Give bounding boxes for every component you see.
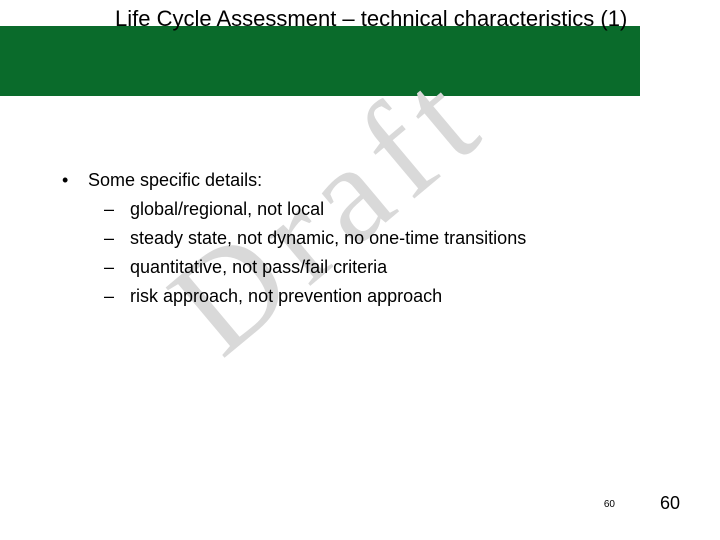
dash-icon: – <box>104 254 130 281</box>
dash-icon: – <box>104 196 130 223</box>
list-item: – steady state, not dynamic, no one-time… <box>104 225 720 252</box>
list-item: – global/regional, not local <box>104 196 720 223</box>
page-number-large: 60 <box>660 493 680 514</box>
page-number-small: 60 <box>604 499 615 510</box>
slide-body: • Some specific details: – global/region… <box>0 95 720 310</box>
list-item-text: global/regional, not local <box>130 196 324 223</box>
list-item-text: Some specific details: <box>88 167 262 194</box>
bullet-icon: • <box>60 167 88 194</box>
slide-title: Life Cycle Assessment – technical charac… <box>0 6 627 32</box>
dash-icon: – <box>104 283 130 310</box>
slide-header: Life Cycle Assessment – technical charac… <box>0 0 720 95</box>
list-item-text: risk approach, not prevention approach <box>130 283 442 310</box>
list-item: – risk approach, not prevention approach <box>104 283 720 310</box>
list-item-text: steady state, not dynamic, no one-time t… <box>130 225 526 252</box>
list-item-text: quantitative, not pass/fail criteria <box>130 254 387 281</box>
dash-icon: – <box>104 225 130 252</box>
sub-list: – global/regional, not local – steady st… <box>60 196 720 310</box>
list-item: – quantitative, not pass/fail criteria <box>104 254 720 281</box>
list-item: • Some specific details: <box>60 167 720 194</box>
